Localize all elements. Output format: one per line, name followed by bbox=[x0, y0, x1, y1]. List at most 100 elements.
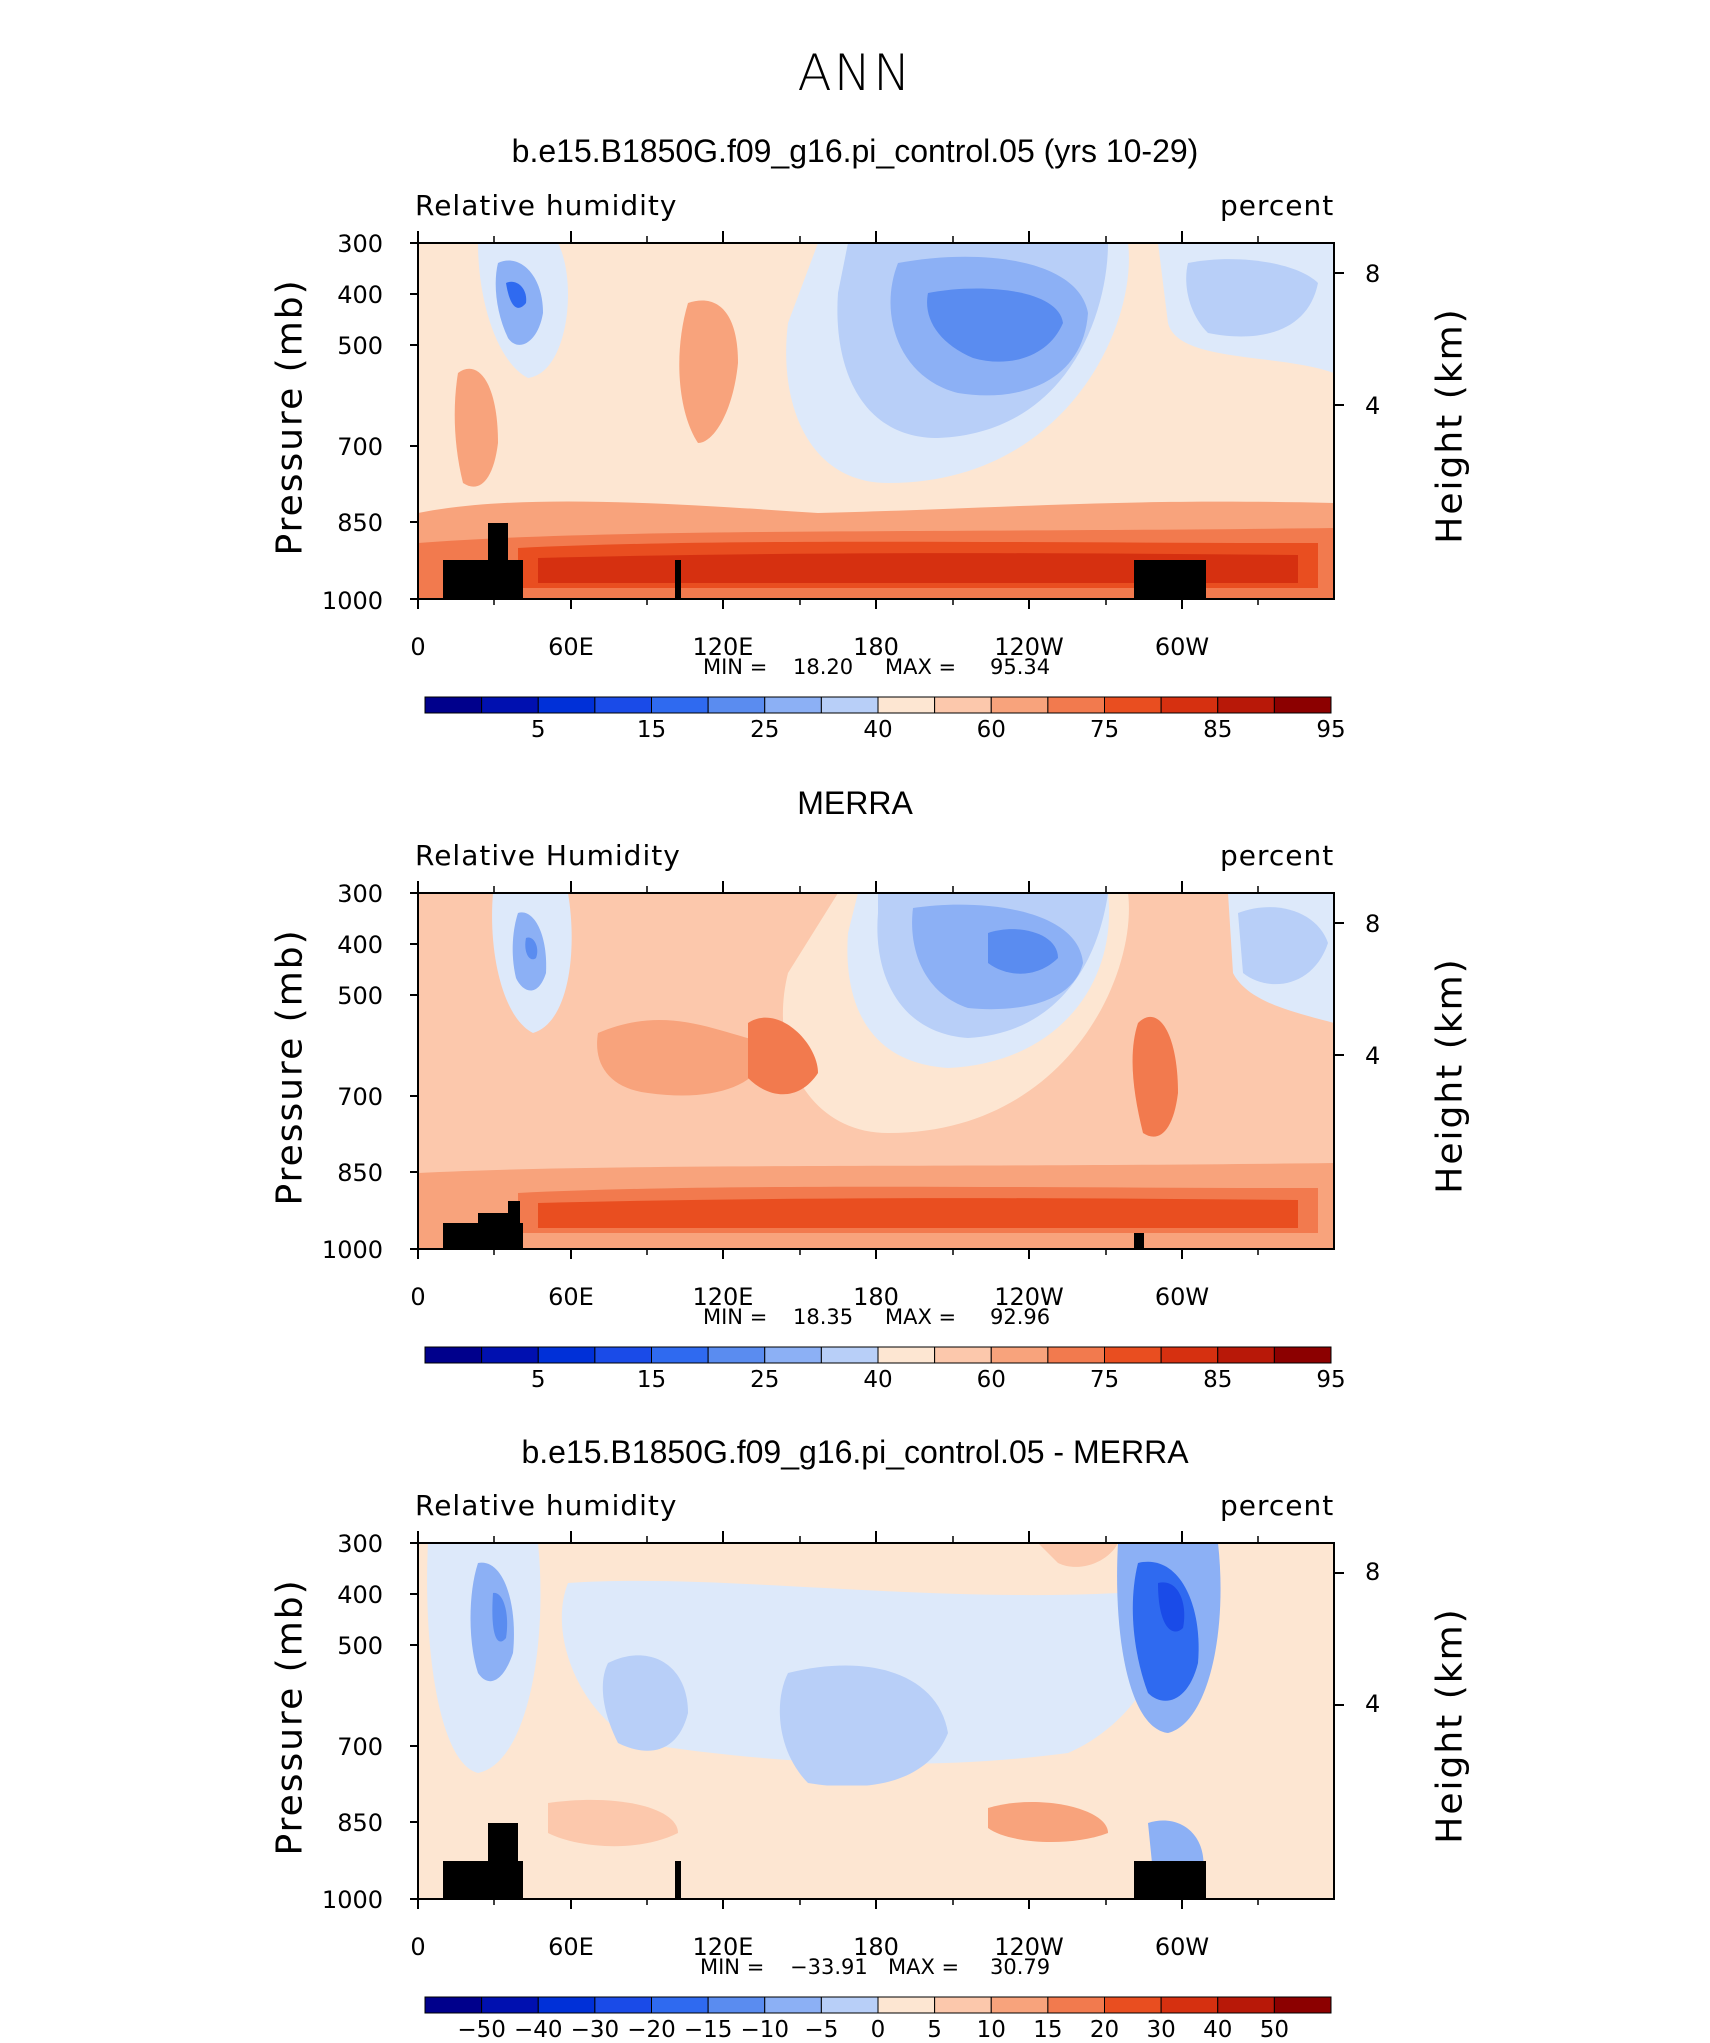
colorbar-label: 10 bbox=[976, 2017, 1006, 2043]
colorbar-swatch bbox=[1160, 1346, 1219, 1364]
colorbar-label: −15 bbox=[683, 2017, 733, 2043]
contour-band bbox=[525, 937, 538, 960]
colorbar-swatch bbox=[481, 696, 539, 714]
panel-2-y2label: Height (km) bbox=[1429, 957, 1471, 1194]
topography-mask bbox=[675, 1861, 681, 1899]
colorbar-swatch bbox=[651, 1996, 709, 2014]
colorbar-swatch bbox=[707, 696, 766, 714]
ytick-300: 300 bbox=[337, 1530, 383, 1558]
contour-band bbox=[454, 368, 498, 487]
colorbar-swatch bbox=[877, 1996, 936, 2014]
colorbar-label: 0 bbox=[870, 2017, 886, 2043]
panel-1-min-label: MIN = bbox=[703, 655, 768, 679]
contour-band bbox=[988, 1802, 1108, 1843]
topography-mask bbox=[488, 523, 508, 563]
panel-1-max-value: 95.34 bbox=[990, 655, 1051, 679]
xtick-0: 0 bbox=[410, 1283, 426, 1311]
panel-2-contour-plot bbox=[410, 881, 1344, 1259]
colorbar-swatch bbox=[537, 1346, 596, 1364]
colorbar-swatch bbox=[594, 1996, 652, 2014]
contour-fill-group bbox=[418, 893, 1334, 1249]
xtick-120w: 120W bbox=[994, 1283, 1064, 1311]
colorbar-swatch bbox=[934, 1346, 992, 1364]
colorbar-label: −40 bbox=[513, 2017, 563, 2043]
xtick-180: 180 bbox=[853, 1283, 899, 1311]
colorbar-swatch bbox=[594, 1346, 652, 1364]
colorbar-swatch bbox=[537, 1996, 596, 2014]
panel-1-min-value: 18.20 bbox=[793, 655, 854, 679]
panel-3-y2label: Height (km) bbox=[1429, 1607, 1471, 1844]
colorbar-swatch bbox=[537, 696, 596, 714]
topography-mask bbox=[508, 1201, 520, 1225]
colorbar-label: 40 bbox=[1203, 2017, 1233, 2043]
colorbar-swatch bbox=[877, 1346, 936, 1364]
panel-3-variable-label: Relative humidity bbox=[415, 1489, 678, 1522]
colorbar-label: 40 bbox=[863, 1367, 893, 1393]
contour-band bbox=[1158, 1582, 1185, 1632]
xtick-60e: 60E bbox=[548, 633, 594, 661]
panel-3-min-value: −33.91 bbox=[790, 1955, 868, 1979]
xtick-0: 0 bbox=[410, 633, 426, 661]
contour-band bbox=[748, 1017, 818, 1095]
contour-band bbox=[1132, 1561, 1199, 1701]
colorbar-label: 95 bbox=[1316, 1367, 1346, 1393]
contour-band bbox=[548, 1799, 678, 1847]
panel-3-title: b.e15.B1850G.f09_g16.pi_control.05 - MER… bbox=[521, 1434, 1189, 1470]
ytick-500: 500 bbox=[337, 982, 383, 1010]
xtick-120e: 120E bbox=[692, 633, 754, 661]
colorbar-swatch bbox=[820, 1996, 879, 2014]
contour-band bbox=[1038, 1543, 1118, 1567]
colorbar-swatch bbox=[481, 1996, 539, 2014]
contour-band bbox=[470, 1562, 514, 1682]
ytick-700: 700 bbox=[337, 1733, 383, 1761]
ytick-850: 850 bbox=[337, 509, 383, 537]
contour-band bbox=[506, 281, 527, 308]
panel-2-min-value: 18.35 bbox=[793, 1305, 854, 1329]
colorbar-label: 15 bbox=[1033, 2017, 1063, 2043]
colorbar-swatch bbox=[1217, 1996, 1275, 2014]
xtick-180: 180 bbox=[853, 633, 899, 661]
contour-fill-group bbox=[418, 243, 1334, 599]
contour-band bbox=[492, 1592, 508, 1642]
contour-band bbox=[597, 1020, 768, 1096]
topography-mask bbox=[443, 1223, 523, 1249]
colorbar-label: 95 bbox=[1316, 717, 1346, 743]
xtick-60w: 60W bbox=[1154, 1283, 1210, 1311]
panel-3-contour-plot bbox=[410, 1531, 1344, 1909]
colorbar-label: −10 bbox=[740, 2017, 790, 2043]
colorbar-swatch bbox=[1104, 1346, 1162, 1364]
contour-band bbox=[679, 300, 738, 443]
figure-title: ANN bbox=[797, 44, 913, 102]
colorbar-label: 50 bbox=[1259, 2017, 1290, 2043]
topography-mask bbox=[1134, 1861, 1206, 1899]
colorbar-swatch bbox=[764, 696, 822, 714]
colorbar-swatch bbox=[1273, 1346, 1332, 1364]
panel-1-units-label: percent bbox=[1220, 189, 1335, 222]
colorbar-swatch bbox=[651, 1346, 709, 1364]
ytick-850: 850 bbox=[337, 1809, 383, 1837]
colorbar-swatch bbox=[594, 696, 652, 714]
colorbar-label: 30 bbox=[1146, 2017, 1176, 2043]
ytick-1000: 1000 bbox=[321, 1236, 383, 1264]
y2tick-8: 8 bbox=[1365, 910, 1381, 938]
panel-2-units-label: percent bbox=[1220, 839, 1335, 872]
topography-mask bbox=[1134, 560, 1206, 599]
colorbar-label: −20 bbox=[627, 2017, 676, 2043]
colorbar-label: −5 bbox=[804, 2017, 839, 2043]
ytick-500: 500 bbox=[337, 332, 383, 360]
colorbar-label: 60 bbox=[976, 1367, 1006, 1393]
ytick-700: 700 bbox=[337, 433, 383, 461]
y2tick-8: 8 bbox=[1365, 260, 1381, 288]
colorbar-swatch bbox=[424, 696, 483, 714]
colorbar-swatch bbox=[877, 696, 936, 714]
colorbar-swatch bbox=[1047, 1996, 1105, 2014]
colorbar-swatch bbox=[820, 696, 879, 714]
y2tick-4: 4 bbox=[1365, 1690, 1381, 1718]
contour-band bbox=[927, 288, 1063, 362]
contour-fill-group bbox=[418, 1543, 1334, 1899]
colorbar-swatch bbox=[1104, 1996, 1162, 2014]
colorbar-swatch bbox=[990, 1996, 1049, 2014]
colorbar-swatch bbox=[990, 1346, 1049, 1364]
colorbar-swatch bbox=[1104, 696, 1162, 714]
colorbar-label: 85 bbox=[1203, 1367, 1233, 1393]
